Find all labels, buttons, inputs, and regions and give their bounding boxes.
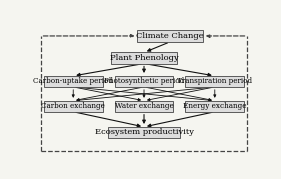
- FancyBboxPatch shape: [115, 76, 173, 87]
- FancyBboxPatch shape: [115, 101, 173, 112]
- FancyBboxPatch shape: [185, 76, 244, 87]
- Text: Climate Change: Climate Change: [136, 32, 204, 40]
- FancyBboxPatch shape: [44, 76, 103, 87]
- Text: Transpiration period: Transpiration period: [177, 78, 252, 85]
- Text: Water exchange: Water exchange: [115, 102, 173, 110]
- Text: Carbon exchange: Carbon exchange: [41, 102, 105, 110]
- Text: Photosynthetic period: Photosynthetic period: [104, 78, 184, 85]
- FancyBboxPatch shape: [108, 127, 180, 138]
- Text: Ecosystem productivity: Ecosystem productivity: [94, 129, 194, 136]
- FancyBboxPatch shape: [185, 101, 244, 112]
- Text: Energy exchange: Energy exchange: [183, 102, 246, 110]
- FancyBboxPatch shape: [137, 30, 203, 42]
- Text: Carbon-uptake period: Carbon-uptake period: [33, 78, 113, 85]
- FancyBboxPatch shape: [44, 101, 103, 112]
- Text: Plant Phenology: Plant Phenology: [110, 54, 178, 62]
- FancyBboxPatch shape: [111, 52, 177, 64]
